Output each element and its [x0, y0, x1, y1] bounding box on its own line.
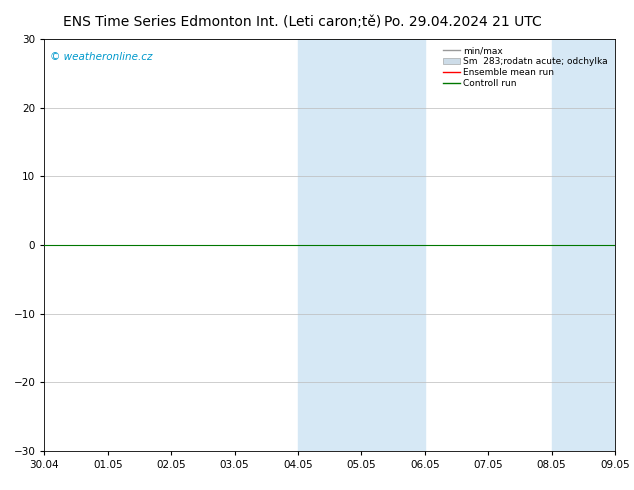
- Text: © weatheronline.cz: © weatheronline.cz: [50, 51, 153, 62]
- Bar: [552, 39, 615, 451]
- Legend: min/max, Sm  283;rodatn acute; odchylka, Ensemble mean run, Controll run: min/max, Sm 283;rodatn acute; odchylka, …: [441, 44, 611, 91]
- Text: Po. 29.04.2024 21 UTC: Po. 29.04.2024 21 UTC: [384, 15, 541, 29]
- Bar: [298, 39, 361, 451]
- Text: ENS Time Series Edmonton Int. (Leti caron;tě): ENS Time Series Edmonton Int. (Leti caro…: [63, 15, 381, 29]
- Bar: [361, 39, 425, 451]
